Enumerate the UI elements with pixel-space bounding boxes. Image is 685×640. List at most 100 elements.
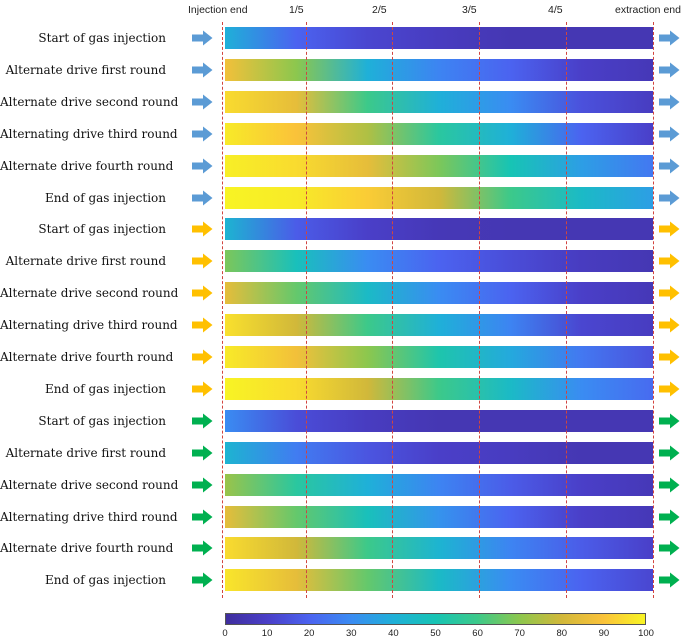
division-line (566, 22, 567, 598)
injection-arrow-icon (192, 477, 213, 493)
saturation-bar (225, 346, 653, 368)
saturation-bar (225, 314, 653, 337)
row-label: Alternating drive third round (0, 509, 178, 524)
extraction-arrow-icon (659, 221, 680, 237)
colorbar-tick: 100 (638, 628, 654, 639)
saturation-bar (225, 505, 653, 528)
extraction-arrow-icon (659, 381, 680, 397)
saturation-bar (225, 473, 653, 496)
extraction-arrow-icon (659, 285, 680, 301)
colorbar-tick: 40 (388, 628, 399, 639)
extraction-arrow-icon (659, 540, 680, 556)
extraction-arrow-icon (659, 158, 680, 174)
saturation-bar (225, 58, 653, 81)
saturation-gradient (225, 441, 653, 464)
saturation-gradient (225, 250, 653, 273)
saturation-bar (225, 154, 653, 177)
fifth-label-1: 1/5 (289, 4, 304, 16)
saturation-bar (225, 186, 653, 209)
colorbar-tick: 0 (222, 628, 228, 639)
saturation-gradient (225, 218, 653, 241)
saturation-gradient (225, 90, 653, 113)
saturation-bar (225, 250, 653, 273)
colorbar-tick: 50 (430, 628, 441, 639)
saturation-gradient (225, 27, 653, 49)
row-label: Alternate drive fourth round (0, 541, 174, 556)
saturation-gradient (225, 122, 653, 145)
injection-arrow-icon (192, 62, 213, 78)
saturation-bar (225, 282, 653, 305)
colorbar-tick: 10 (261, 628, 273, 639)
saturation-gradient (225, 537, 653, 560)
saturation-gradient (225, 473, 653, 496)
colorbar-tick: 30 (346, 628, 357, 639)
injection-arrow-icon (192, 317, 213, 333)
row-label: Alternate drive second round (0, 286, 179, 301)
injection-arrow-icon (192, 381, 213, 397)
saturation-bar (225, 90, 653, 113)
saturation-gradient (225, 346, 653, 368)
saturation-gradient (225, 58, 653, 81)
row-label: Alternate drive second round (0, 477, 179, 492)
saturation-bar (225, 218, 653, 241)
extraction-arrow-icon (659, 413, 680, 429)
row-label: Start of gas injection (38, 31, 166, 45)
saturation-bar (225, 569, 653, 592)
saturation-gradient (225, 154, 653, 177)
injection-arrow-icon (192, 509, 213, 524)
row-label: Alternate drive second round (0, 94, 179, 109)
injection-arrow-icon (192, 285, 213, 301)
extraction-arrow-icon (659, 477, 680, 493)
division-line (653, 22, 654, 598)
row-label: End of gas injection (45, 573, 166, 588)
injection-arrow-icon (192, 190, 213, 205)
injection-arrow-icon (192, 94, 213, 110)
saturation-gradient (225, 314, 653, 337)
row-label: Alternate drive fourth round (0, 158, 174, 173)
saturation-bar (225, 409, 653, 432)
fifth-label-4: 4/5 (548, 4, 563, 16)
row-label: Alternate drive first round (5, 254, 166, 269)
row-label: Start of gas injection (38, 222, 166, 237)
division-line (306, 22, 307, 598)
row-label: End of gas injection (45, 190, 166, 205)
fifth-label-3: 3/5 (462, 4, 477, 16)
saturation-bar (225, 441, 653, 464)
extraction-arrow-icon (659, 509, 680, 524)
row-label: Alternate drive fourth round (0, 350, 174, 364)
row-label: End of gas injection (45, 381, 166, 396)
injection-end-label: Injection end (188, 4, 248, 16)
row-label: Start of gas injection (38, 413, 166, 428)
injection-arrow-icon (192, 540, 213, 556)
colorbar-tick: 70 (514, 628, 525, 639)
colorbar-tick: 80 (556, 628, 568, 639)
extraction-arrow-icon (659, 30, 680, 46)
saturation-gradient (225, 282, 653, 305)
extraction-arrow-icon (659, 572, 680, 588)
extraction-arrow-icon (659, 253, 680, 269)
saturation-gradient (225, 186, 653, 209)
row-label: Alternate drive first round (5, 62, 166, 77)
injection-arrow-icon (192, 349, 213, 365)
row-label: Alternating drive third round (0, 126, 178, 141)
saturation-bar (225, 537, 653, 560)
extraction-arrow-icon (659, 126, 680, 142)
saturation-gradient (225, 569, 653, 592)
extraction-arrow-icon (659, 445, 680, 461)
extraction-arrow-icon (659, 94, 680, 110)
saturation-gradient (225, 505, 653, 528)
saturation-gradient (225, 377, 653, 400)
extraction-arrow-icon (659, 62, 680, 78)
saturation-bar (225, 27, 653, 49)
extraction-arrow-icon (659, 190, 680, 205)
injection-arrow-icon (192, 445, 213, 461)
extraction-arrow-icon (659, 317, 680, 333)
colorbar-tick: 90 (598, 628, 610, 639)
saturation-bar (225, 377, 653, 400)
saturation-gradient (225, 409, 653, 432)
colorbar (225, 613, 646, 625)
injection-arrow-icon (192, 253, 213, 269)
injection-arrow-icon (192, 413, 213, 429)
injection-arrow-icon (192, 30, 213, 46)
